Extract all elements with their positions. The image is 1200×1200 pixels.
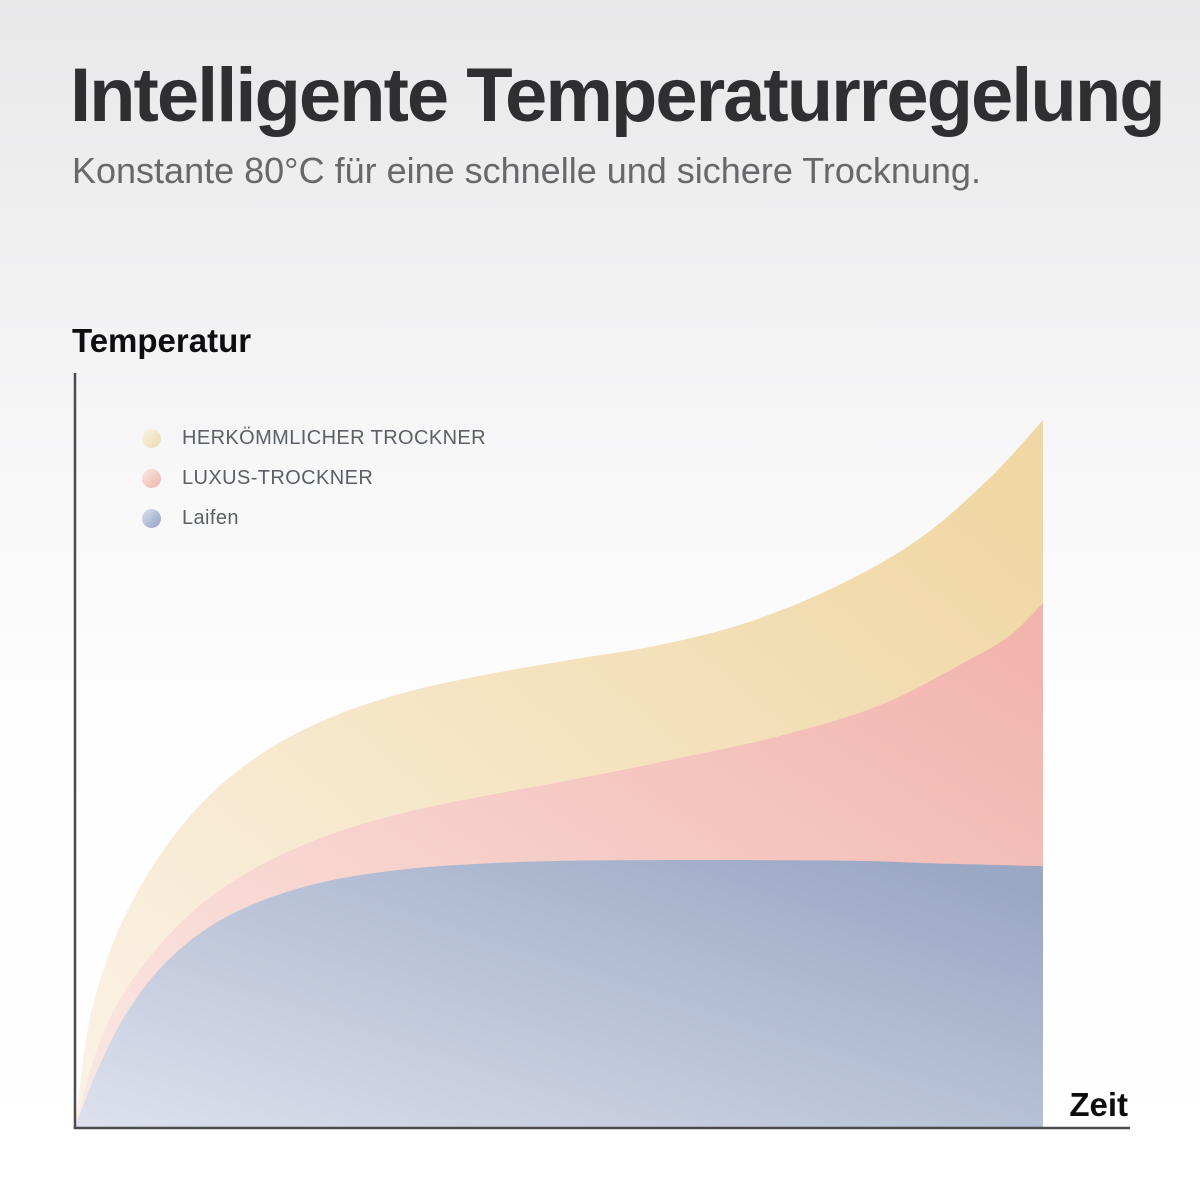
page-subtitle: Konstante 80°C für eine schnelle und sic… [72, 150, 981, 191]
legend-label: Laifen [182, 506, 239, 529]
legend-item-laifen: Laifen [142, 498, 486, 538]
legend-dot-herkoemmlicher-icon [142, 428, 161, 448]
legend-label: LUXUS-TROCKNER [182, 466, 374, 489]
legend-item-herkoemmlicher: HERKÖMMLICHER TROCKNER [142, 418, 486, 458]
legend-dot-luxus-icon [142, 468, 161, 488]
legend-label: HERKÖMMLICHER TROCKNER [182, 426, 487, 449]
legend-item-luxus: LUXUS-TROCKNER [142, 458, 486, 498]
chart-legend: HERKÖMMLICHER TROCKNER LUXUS-TROCKNER La… [142, 418, 486, 538]
y-axis-label: Temperatur [72, 322, 252, 359]
page-title: Intelligente Temperaturregelung [70, 53, 1166, 138]
x-axis-label: Zeit [1069, 1086, 1128, 1123]
legend-dot-laifen-icon [142, 508, 161, 528]
area-laifen [75, 860, 1043, 1127]
